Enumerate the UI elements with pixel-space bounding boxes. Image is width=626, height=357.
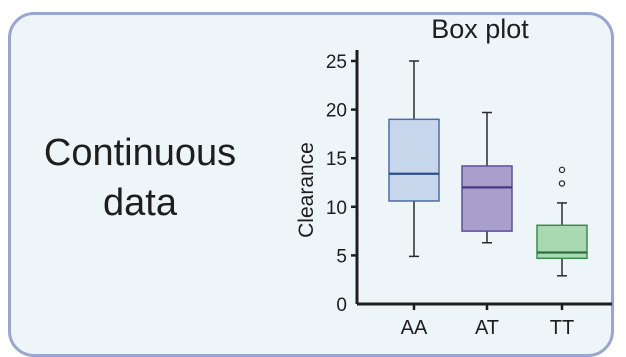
panel-label-line1: Continuous [43, 132, 237, 174]
boxes [388, 60, 588, 277]
iqr-box [388, 118, 440, 202]
outlier-point [558, 180, 566, 187]
y-tick-label: 15 [326, 149, 347, 170]
iqr-box [461, 165, 513, 232]
y-tick-label: 10 [326, 198, 347, 219]
y-tick-label: 25 [326, 52, 347, 73]
y-axis-label: Clearance [295, 142, 318, 238]
panel-card [8, 12, 614, 357]
box-plot-chart: Box plot Clearance 0 5 10 15 20 25 AA AT TT [295, 14, 612, 339]
box-tt [536, 166, 588, 277]
outlier-point [558, 166, 566, 174]
panel-label: Continuous data [30, 128, 250, 228]
box-aa [388, 60, 440, 258]
y-tick-label: 20 [326, 101, 347, 122]
x-tick-label: AT [475, 317, 499, 339]
box-at [461, 111, 513, 244]
x-tick-label: AA [401, 317, 428, 339]
chart-title: Box plot [431, 14, 529, 44]
axes [355, 50, 612, 306]
panel-label-line2: data [103, 182, 177, 224]
y-tick-label: 0 [336, 295, 347, 316]
y-tick-label: 5 [336, 246, 347, 267]
ticks: 0 5 10 15 20 25 AA AT TT [326, 52, 574, 339]
x-tick-label: TT [550, 317, 574, 339]
